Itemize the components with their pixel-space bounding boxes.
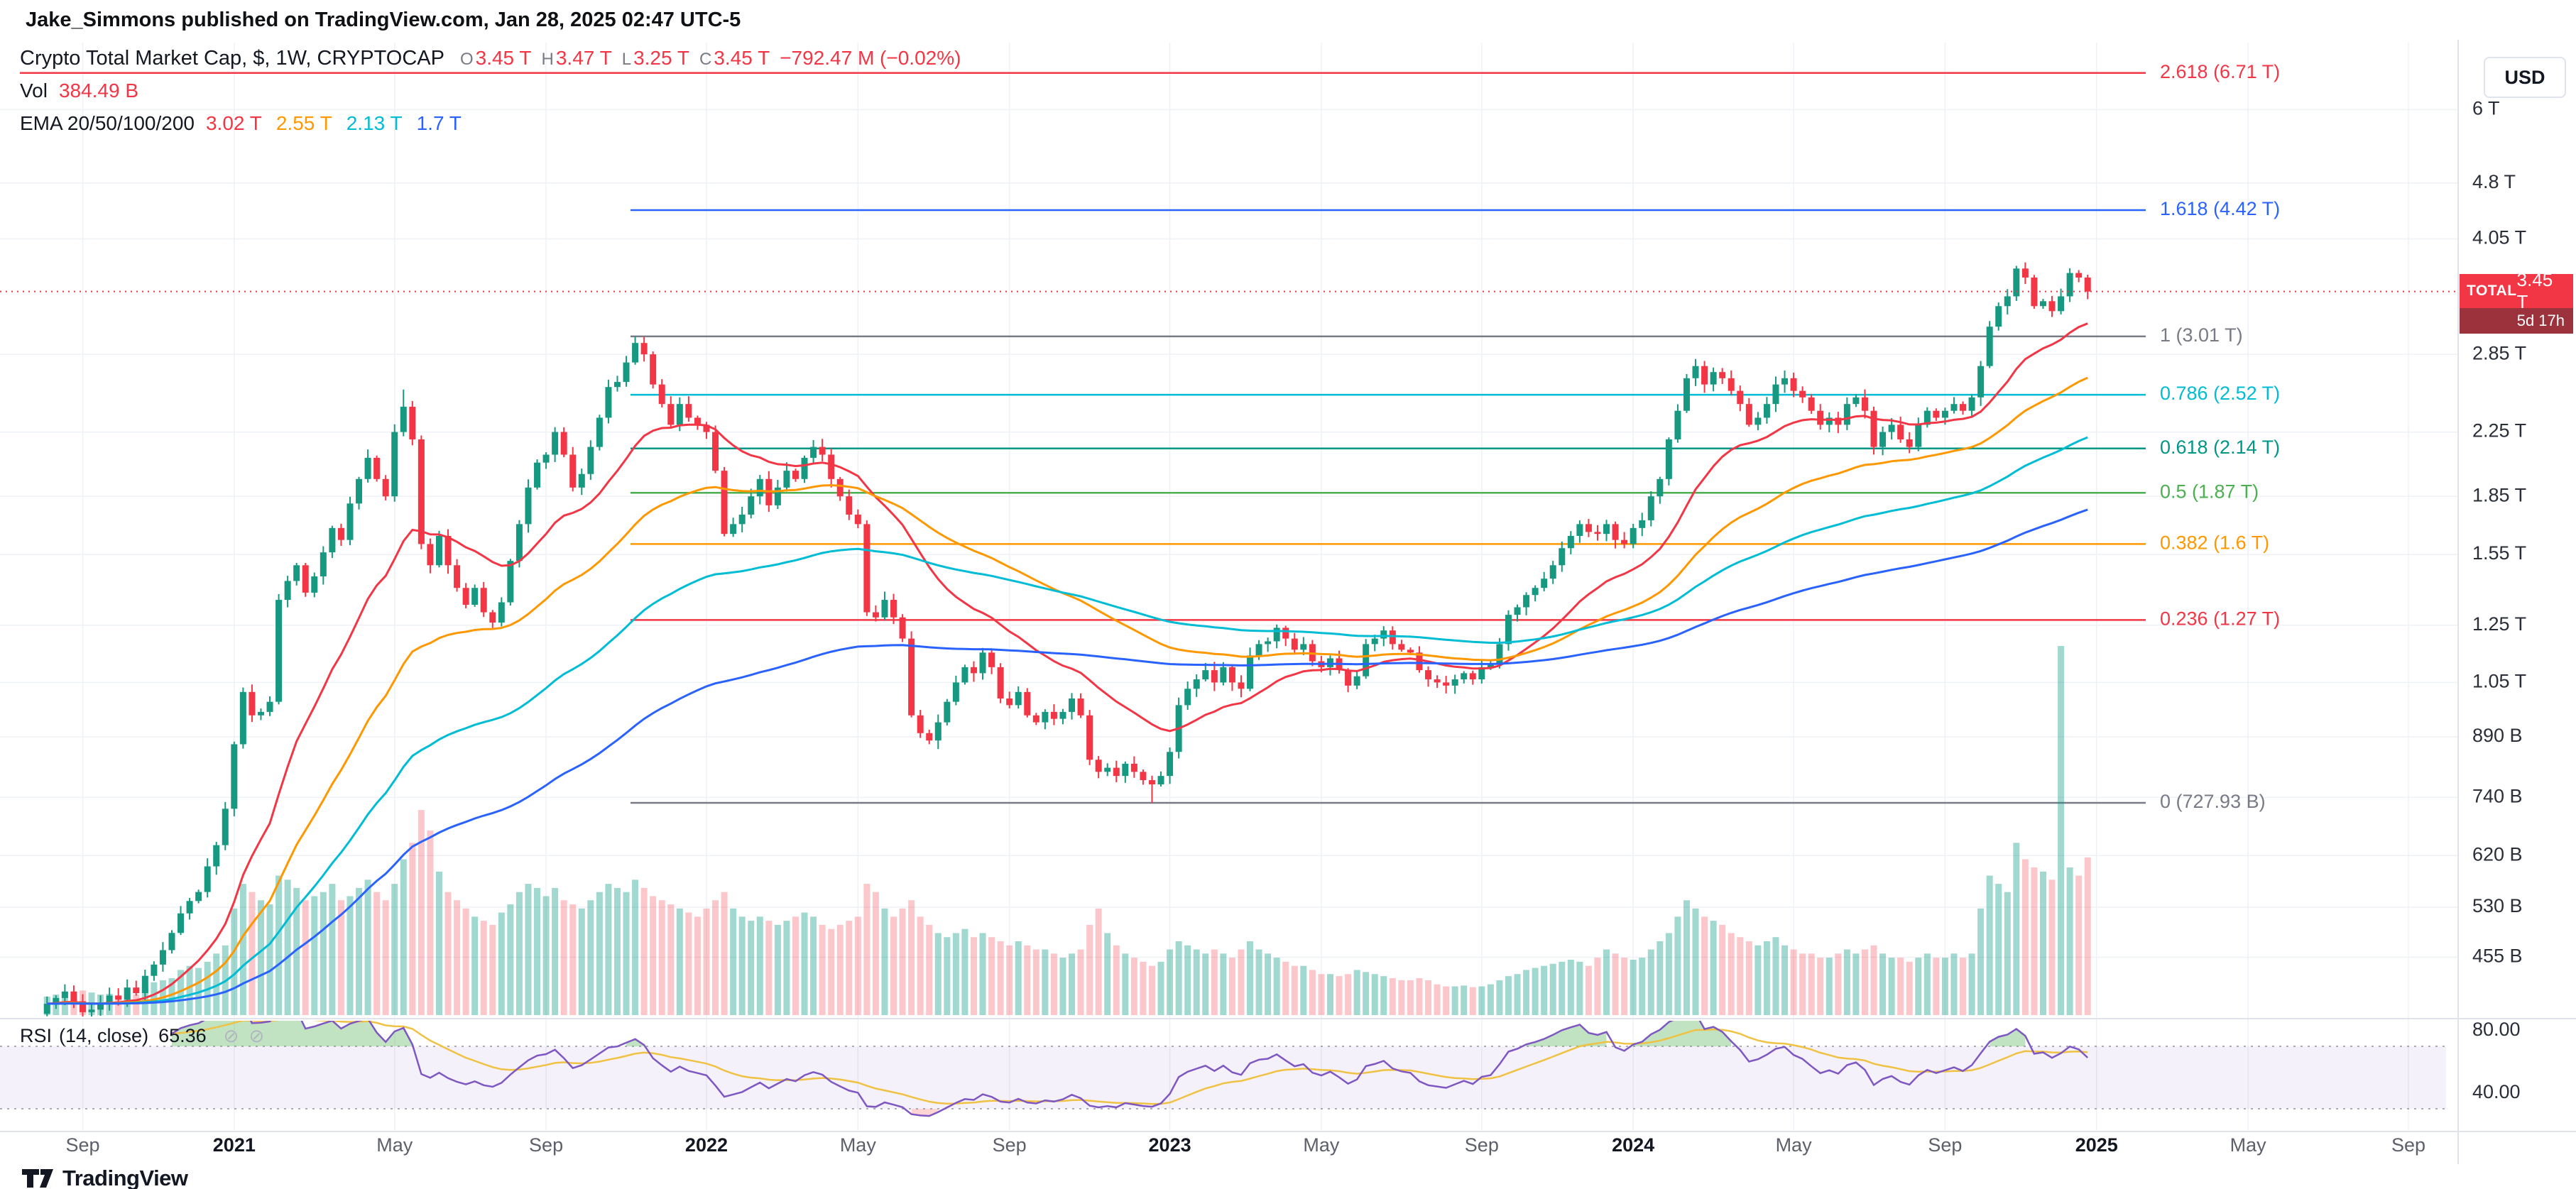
chart-legend: Crypto Total Market Cap, $, 1W, CRYPTOCA… — [20, 47, 961, 145]
attribution-bar: Jake_Simmons published on TradingView.co… — [26, 9, 741, 32]
ema20-value: 3.02 T — [205, 112, 262, 134]
legend-symbol-row: Crypto Total Market Cap, $, 1W, CRYPTOCA… — [20, 47, 961, 80]
price-tick-label: 4.05 T — [2472, 227, 2526, 248]
tradingview-logo-icon[interactable] — [21, 1168, 54, 1188]
time-tick-label: May — [1776, 1134, 1813, 1156]
price-tick-label: 530 B — [2472, 895, 2523, 916]
hidden-plot-icon[interactable]: ⊘ — [249, 1025, 265, 1046]
time-tick-label: 2022 — [685, 1134, 728, 1156]
price-tick-label: 2.25 T — [2472, 420, 2526, 442]
symbol-title[interactable]: Crypto Total Market Cap, $, 1W, CRYPTOCA… — [20, 47, 444, 70]
time-tick-label: Sep — [2391, 1134, 2425, 1156]
time-tick-label: May — [376, 1134, 413, 1156]
attribution-text: Jake_Simmons published on TradingView.co… — [26, 9, 741, 31]
time-tick-label: May — [1303, 1134, 1340, 1156]
ohlc-low: L 3.25 T — [621, 47, 689, 69]
rsi-line — [171, 1021, 2089, 1117]
fib-level-label: 0.618 (2.14 T) — [2160, 437, 2280, 458]
time-tick-label: 2023 — [1149, 1134, 1191, 1156]
time-tick-label: Sep — [65, 1134, 99, 1156]
ema-lines-layer — [47, 322, 2088, 1005]
price-tick-label: 1.05 T — [2472, 671, 2526, 692]
fib-level-label: 0.5 (1.87 T) — [2160, 481, 2259, 502]
footer-bar: TradingView — [21, 1166, 188, 1189]
legend-ema-row: EMA 20/50/100/200 3.02 T 2.55 T 2.13 T 1… — [20, 112, 961, 145]
time-tick-label: 2021 — [213, 1134, 256, 1156]
current-price-badge: TOTAL 3.45 T 5d 17h — [2460, 269, 2573, 334]
rsi-tick-label: 80.00 — [2472, 1019, 2521, 1040]
change-value: −792.47 M (−0.02%) — [780, 47, 961, 69]
price-scale[interactable]: 6 T 4.8 T 4.05 T 2.85 T 2.25 T 1.85 T 1.55 T 1.… — [2472, 98, 2526, 967]
ohlc-open: O 3.45 T — [459, 47, 532, 69]
tradingview-brand-text[interactable]: TradingView — [62, 1166, 188, 1189]
price-tick-label: 4.8 T — [2472, 171, 2516, 192]
currency-usd-button[interactable]: USD — [2484, 57, 2566, 98]
fib-level-label: 1.618 (4.42 T) — [2160, 198, 2280, 219]
grid-layer — [0, 43, 2458, 1130]
price-badge-price: 3.45 T — [2516, 269, 2553, 312]
time-tick-label: 2025 — [2075, 1134, 2118, 1156]
ema200-value: 1.7 T — [416, 112, 462, 134]
fib-retracement-layer[interactable]: 2.618 (6.71 T) 1.618 (4.42 T) 1 (3.01 T) 0.… — [20, 61, 2280, 812]
price-tick-label: 455 B — [2472, 946, 2523, 967]
ohlc-high: H 3.47 T — [541, 47, 612, 69]
rsi-indicator-params: (14, close) — [59, 1025, 149, 1046]
time-scale[interactable]: Sep 2021 May Sep 2022 May Sep 2023 May Sep 2024 May… — [65, 1134, 2425, 1156]
fib-level-label: 0.382 (1.6 T) — [2160, 532, 2269, 554]
rsi-legend: RSI (14, close) 65.36 ⊘ ⊘ — [20, 1025, 274, 1047]
rsi-current-value: 65.36 — [158, 1025, 207, 1046]
fib-level-label: 0 (727.93 B) — [2160, 791, 2266, 812]
volume-label[interactable]: Vol — [20, 80, 48, 102]
volume-value: 384.49 B — [58, 80, 139, 102]
price-tick-label: 890 B — [2472, 725, 2523, 746]
rsi-scale[interactable]: 80.00 40.00 — [2472, 1019, 2521, 1102]
time-tick-label: 2024 — [1612, 1134, 1654, 1156]
ema-200-line — [47, 508, 2088, 1005]
time-tick-label: Sep — [529, 1134, 563, 1156]
candles-layer — [43, 262, 2091, 1017]
price-badge-row: TOTAL 3.45 T — [2460, 269, 2573, 312]
ema100-value: 2.13 T — [346, 112, 403, 134]
price-tick-label: 1.85 T — [2472, 484, 2526, 505]
fib-level-label: 2.618 (6.71 T) — [2160, 61, 2280, 82]
price-tick-label: 1.55 T — [2472, 542, 2526, 564]
fib-level-label: 0.236 (1.27 T) — [2160, 608, 2280, 629]
price-tick-label: 620 B — [2472, 843, 2523, 865]
fib-level-label: 1 (3.01 T) — [2160, 324, 2243, 346]
time-tick-label: Sep — [1465, 1134, 1499, 1156]
price-tick-label: 1.25 T — [2472, 613, 2526, 635]
rsi-tick-label: 40.00 — [2472, 1081, 2521, 1102]
time-tick-label: May — [2230, 1134, 2267, 1156]
price-badge-symbol: TOTAL — [2467, 283, 2517, 299]
price-tick-label: 2.85 T — [2472, 342, 2526, 363]
ohlc-close: C 3.45 T — [699, 47, 770, 69]
rsi-pane-layer — [0, 1021, 2446, 1117]
ema-20-line — [47, 322, 2088, 1005]
time-tick-label: Sep — [993, 1134, 1027, 1156]
price-tick-label: 6 T — [2472, 98, 2500, 119]
time-tick-label: Sep — [1928, 1134, 1962, 1156]
time-tick-label: May — [840, 1134, 877, 1156]
bar-countdown: 5d 17h — [2460, 308, 2573, 334]
rsi-indicator-name[interactable]: RSI — [20, 1025, 53, 1046]
separators — [0, 40, 2576, 1164]
fib-level-label: 0.786 (2.52 T) — [2160, 383, 2280, 404]
ema-50-line — [47, 376, 2088, 1005]
ema-100-line — [47, 436, 2088, 1005]
price-tick-label: 740 B — [2472, 786, 2523, 807]
ema-label[interactable]: EMA 20/50/100/200 — [20, 112, 195, 134]
ema50-value: 2.55 T — [275, 112, 332, 134]
legend-volume-row: Vol 384.49 B — [20, 80, 961, 112]
hidden-plot-icon[interactable]: ⊘ — [223, 1025, 239, 1046]
volume-layer — [43, 646, 2091, 1015]
